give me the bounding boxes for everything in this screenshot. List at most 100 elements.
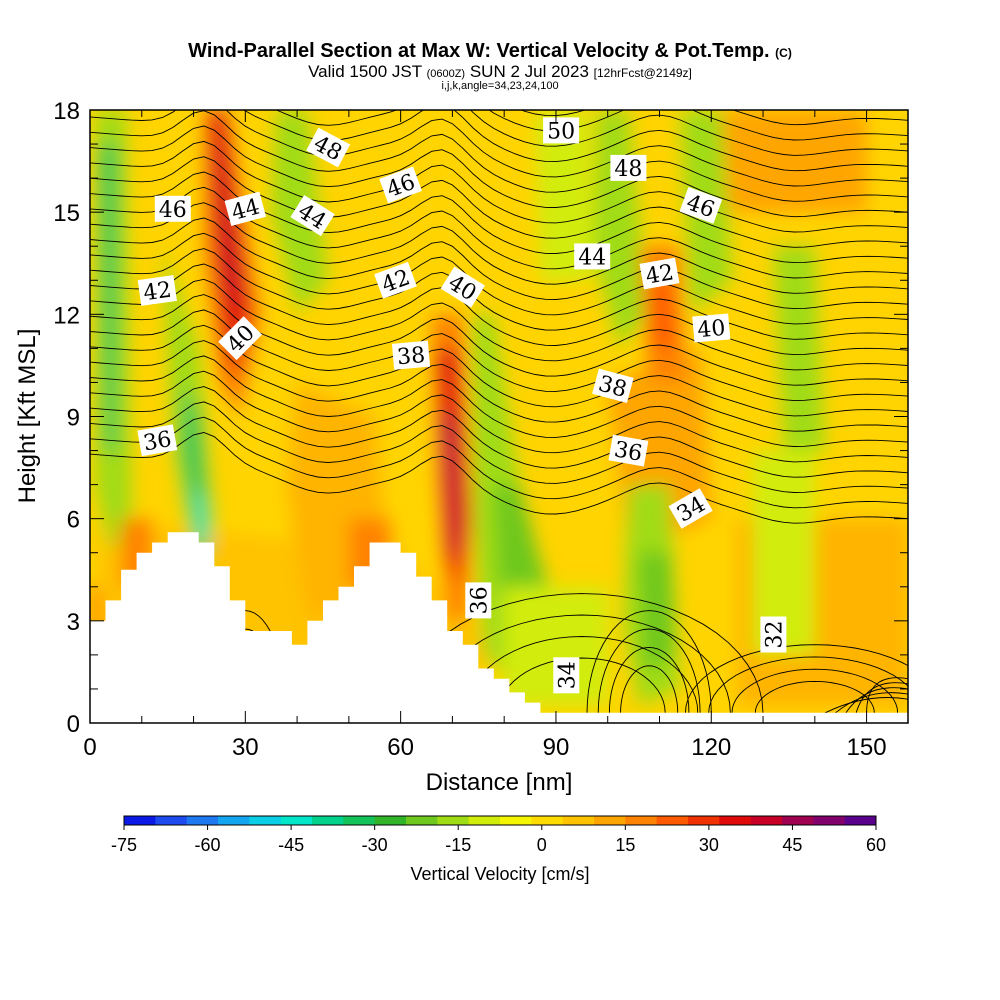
- contour-label-box: [290, 195, 335, 237]
- colorbar-swatch: [688, 816, 720, 825]
- colorbar-tick-label: 0: [537, 835, 547, 855]
- isentrope: [684, 644, 908, 713]
- isentrope: [586, 610, 712, 713]
- colorbar-swatch: [155, 816, 188, 825]
- chart-title: Wind-Parallel Section at Max W: Vertical…: [188, 40, 792, 62]
- colorbar-swatch: [468, 816, 501, 825]
- contour-label-text: 42: [644, 260, 676, 289]
- contour-label-text: 36: [142, 427, 174, 456]
- x-axis-label: Distance [nm]: [426, 769, 573, 796]
- contour-label-text: 50: [547, 119, 575, 144]
- velocity-region: [100, 144, 116, 451]
- contour-label-box: [692, 313, 731, 343]
- colorbar-tick-label: 15: [615, 835, 635, 855]
- contour-label-box: [608, 434, 649, 467]
- contour-label-box: [553, 657, 580, 694]
- y-tick-label: 9: [67, 405, 80, 432]
- contour-label: 38: [391, 340, 431, 370]
- contour-label-text: 44: [578, 245, 606, 270]
- contour-label: 48: [610, 154, 647, 182]
- colorbar-swatch: [844, 816, 877, 825]
- plot-area: [90, 110, 908, 723]
- contour-label-box: [391, 340, 431, 370]
- velocity-region: [638, 552, 675, 672]
- contour-label: 36: [465, 582, 492, 619]
- contour-label-box: [574, 243, 611, 270]
- velocity-region: [700, 110, 867, 213]
- isentrope: [90, 110, 908, 202]
- x-axis-ticks: 0 30 60 90 120 150: [83, 110, 887, 761]
- potential-temperature-contours: [90, 110, 908, 714]
- isentrope: [90, 416, 908, 509]
- x-tick-label: 120: [691, 734, 731, 761]
- colorbar-tick-label: -30: [362, 835, 388, 855]
- isentrope: [845, 687, 908, 714]
- isentrope: [90, 401, 908, 493]
- contour-label-box: [543, 117, 580, 144]
- isentrope: [866, 677, 908, 713]
- contour-label-box: [668, 488, 713, 529]
- isentrope: [754, 681, 875, 713]
- isentrope: [90, 309, 908, 402]
- velocity-region: [752, 450, 815, 655]
- y-tick-label: 6: [67, 507, 80, 534]
- contour-label: 44: [224, 191, 267, 227]
- isentrope: [243, 110, 908, 172]
- colorbar-tick-label: 30: [699, 835, 719, 855]
- contour-label: 32: [760, 616, 787, 653]
- chart-params: i,j,k,angle=34,23,24,100: [441, 80, 558, 92]
- contour-label-box: [224, 191, 267, 227]
- colorbar-swatch: [280, 816, 313, 825]
- contour-label-box: [592, 368, 634, 404]
- contour-label: 36: [137, 424, 178, 457]
- contour-label: 50: [543, 117, 580, 144]
- contour-label-text: 32: [762, 621, 787, 649]
- contour-label-box: [379, 166, 422, 204]
- contour-label-text: 40: [696, 316, 726, 343]
- x-tick-label: 150: [847, 734, 887, 761]
- colorbar-swatch: [437, 816, 470, 825]
- colorbar-swatch: [312, 816, 344, 825]
- isentrope: [825, 697, 908, 714]
- colorbar-swatch: [249, 816, 282, 825]
- colorbar-swatch: [218, 816, 250, 825]
- contour-label-text: 46: [159, 198, 187, 223]
- x-tick-label: 0: [83, 734, 96, 761]
- contour-label: 44: [574, 243, 611, 270]
- colorbar-swatch: [500, 816, 532, 825]
- contour-label-text: 48: [614, 157, 642, 182]
- isentrope: [855, 682, 908, 713]
- colorbar-swatch: [719, 816, 752, 825]
- isentrope: [90, 248, 908, 340]
- colorbar-swatch: [531, 816, 564, 825]
- y-tick-label: 3: [67, 609, 80, 636]
- contour-label: 34: [553, 657, 580, 694]
- isentrope: [90, 386, 908, 478]
- terrain: [90, 532, 908, 723]
- contour-label-box: [137, 275, 177, 306]
- velocity-region: [214, 144, 241, 315]
- contour-label-box: [679, 187, 723, 224]
- colorbar-label: Vertical Velocity [cm/s]: [410, 864, 589, 884]
- contour-label-box: [610, 154, 647, 181]
- isentrope: [90, 432, 908, 524]
- contour-label-box: [306, 127, 351, 168]
- isentrope: [90, 370, 908, 463]
- contour-label-text: 36: [467, 586, 492, 614]
- contour-label-box: [374, 261, 417, 299]
- isentrope: [90, 217, 908, 310]
- colorbar-swatch: [186, 816, 219, 825]
- isentrope: [519, 110, 908, 126]
- contour-label-box: [465, 582, 492, 619]
- isentrope: [90, 232, 908, 325]
- colorbar: -75 -60 -45 -30 -15 0 15 30 45 60: [111, 815, 886, 855]
- contour-label: 42: [137, 275, 177, 306]
- x-tick-label: 30: [232, 734, 259, 761]
- contour-label-box: [218, 316, 263, 361]
- y-tick-label: 15: [53, 200, 80, 227]
- y-tick-label: 0: [67, 711, 80, 738]
- contour-label: 46: [154, 195, 191, 223]
- isentrope: [275, 110, 908, 156]
- colorbar-swatch: [656, 816, 689, 825]
